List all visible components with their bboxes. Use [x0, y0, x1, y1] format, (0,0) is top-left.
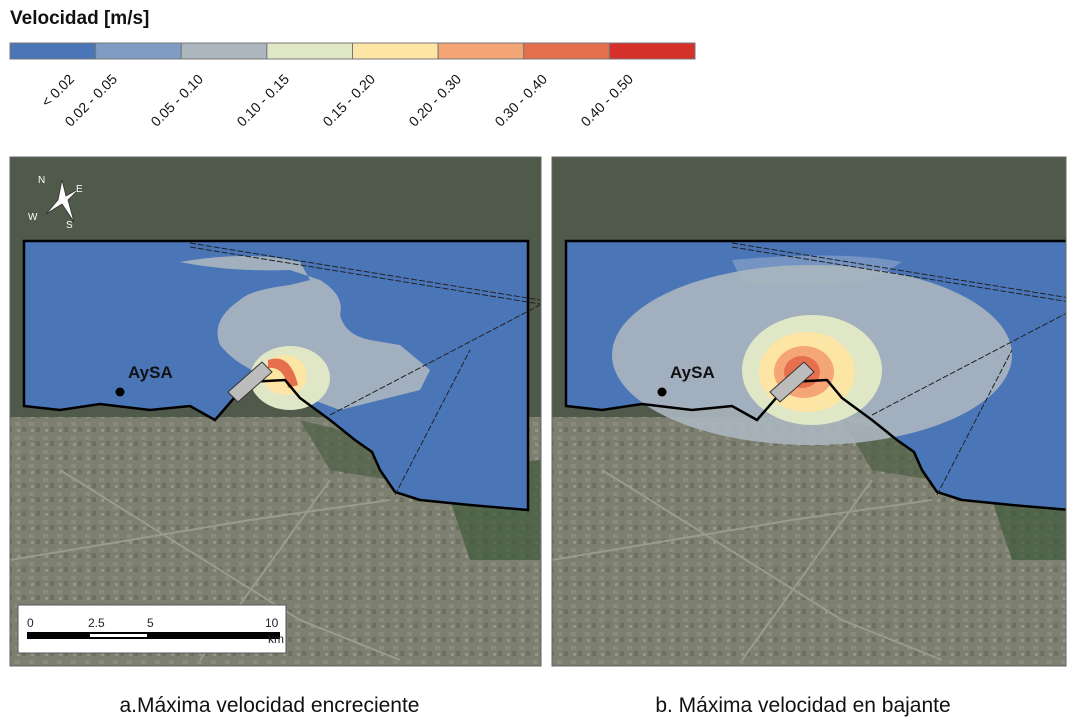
legend-swatch	[438, 43, 524, 59]
scale-bar	[27, 632, 280, 639]
legend-label: 0.10 - 0.15	[233, 71, 292, 130]
legend-swatch	[96, 43, 182, 59]
station-label: AySA	[670, 363, 715, 382]
scale-unit: km	[268, 632, 284, 646]
scale-label: 0	[27, 616, 34, 630]
legend-swatch	[267, 43, 353, 59]
legend-label: 0.40 - 0.50	[577, 71, 636, 130]
legend-label: 0.20 - 0.30	[405, 71, 464, 130]
map-content: AySA	[542, 157, 1073, 666]
scale-label: 10	[265, 616, 279, 630]
scale-label: 2.5	[88, 616, 105, 630]
legend-label: 0.05 - 0.10	[147, 71, 206, 130]
legend-label: < 0.02	[38, 71, 77, 110]
figure: Velocidad [m/s] < 0.020.02 - 0.050.05 - …	[0, 0, 1073, 725]
station	[116, 388, 125, 397]
scale-bar-white	[90, 634, 147, 637]
map-panel: AySA	[542, 157, 1073, 666]
compass-label: N	[38, 175, 45, 186]
legend-title: Velocidad [m/s]	[10, 8, 149, 29]
map-content: AySA	[0, 157, 560, 666]
compass-label: S	[66, 220, 73, 231]
station-label: AySA	[128, 363, 173, 382]
legend-swatch	[353, 43, 439, 59]
legend-swatch	[10, 43, 96, 59]
panel-caption: a.Máxima velocidad encreciente	[120, 694, 420, 717]
station	[658, 388, 667, 397]
compass-label: W	[28, 212, 38, 223]
panel-caption: b. Máxima velocidad en bajante	[655, 694, 950, 717]
legend-swatch	[181, 43, 267, 59]
legend-label: 0.30 - 0.40	[491, 71, 550, 130]
legend-swatch	[609, 43, 695, 59]
legend-swatch	[524, 43, 610, 59]
scale-label: 5	[147, 616, 154, 630]
compass-label: E	[76, 184, 83, 195]
map-panel: AySA	[0, 157, 560, 666]
legend-label: 0.15 - 0.20	[319, 71, 378, 130]
